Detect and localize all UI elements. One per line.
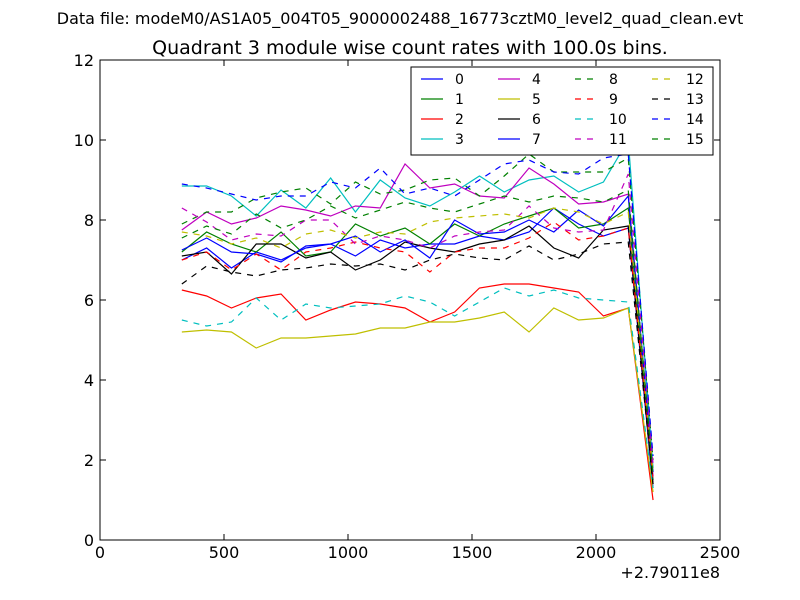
legend-label-2: 2 — [455, 112, 464, 128]
legend-label-7: 7 — [532, 132, 541, 148]
x-tick-label: 2000 — [576, 543, 617, 562]
series-line-1 — [181, 206, 654, 481]
x-axis-offset-label: +2.79011e8 — [620, 563, 720, 582]
legend-label-0: 0 — [455, 72, 464, 88]
legend-label-10: 10 — [609, 112, 627, 128]
x-tick-label: 500 — [209, 543, 240, 562]
y-tick-label: 10 — [74, 131, 94, 150]
legend-box — [410, 66, 714, 156]
series-group — [181, 138, 654, 501]
y-tick-label: 12 — [74, 51, 94, 70]
legend-label-6: 6 — [532, 112, 541, 128]
legend-label-11: 11 — [609, 132, 627, 148]
x-tick-label: 0 — [95, 543, 105, 562]
legend-label-15: 15 — [686, 132, 704, 148]
legend-label-5: 5 — [532, 92, 541, 108]
series-line-5 — [181, 307, 654, 493]
legend-label-9: 9 — [609, 92, 618, 108]
chart-title: Quadrant 3 module wise count rates with … — [152, 37, 668, 59]
y-tick-label: 2 — [84, 451, 94, 470]
series-line-7 — [181, 194, 654, 473]
series-line-15 — [181, 189, 654, 477]
y-tick-label: 4 — [84, 371, 94, 390]
series-line-4 — [181, 163, 654, 477]
x-tick-label: 1000 — [328, 543, 369, 562]
legend-label-13: 13 — [686, 92, 704, 108]
legend-label-8: 8 — [609, 72, 618, 88]
x-tick-label: 2500 — [700, 543, 741, 562]
legend-label-3: 3 — [455, 132, 464, 148]
series-line-13 — [181, 241, 654, 485]
series-line-6 — [181, 225, 654, 485]
x-tick-label: 1500 — [452, 543, 493, 562]
series-line-8 — [181, 153, 654, 461]
legend-label-1: 1 — [455, 92, 464, 108]
legend-label-12: 12 — [686, 72, 704, 88]
series-line-0 — [181, 207, 654, 489]
legend-label-14: 14 — [686, 112, 704, 128]
y-tick-label: 8 — [84, 211, 94, 230]
chart-suptitle: Data file: modeM0/AS1A05_004T05_90000024… — [57, 9, 743, 29]
series-line-10 — [181, 287, 654, 489]
series-line-11 — [181, 173, 654, 465]
series-line-3 — [181, 138, 654, 469]
series-line-2 — [181, 283, 654, 501]
series-line-12 — [181, 207, 654, 473]
legend-label-4: 4 — [532, 72, 541, 88]
y-tick-label: 0 — [84, 531, 94, 550]
y-tick-label: 6 — [84, 291, 94, 310]
